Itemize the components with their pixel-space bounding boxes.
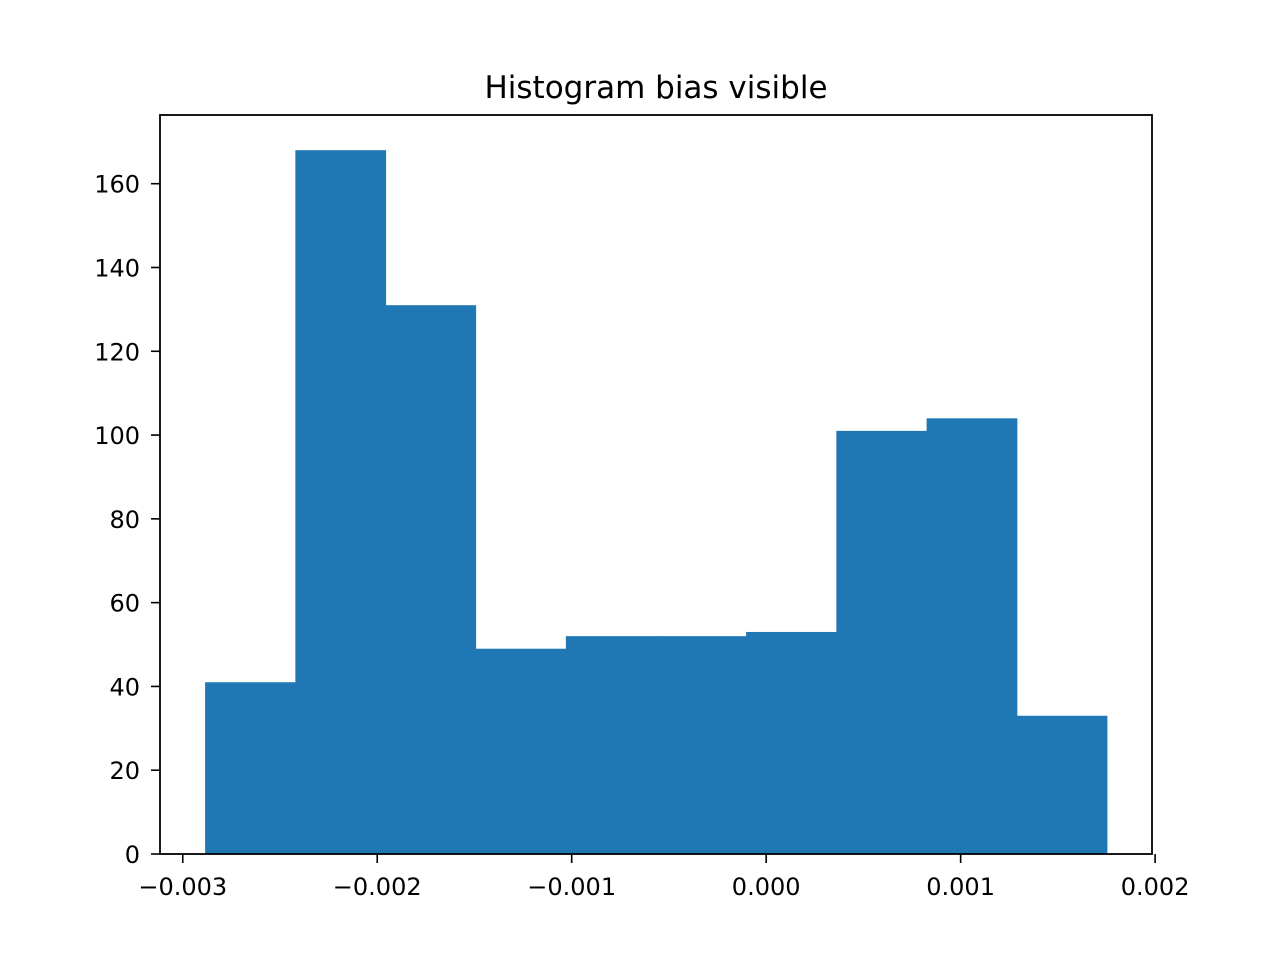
y-tick-label: 80 (109, 506, 140, 534)
y-tick-label: 100 (94, 422, 140, 450)
x-tick-label: 0.001 (926, 873, 995, 901)
y-tick-label: 40 (109, 673, 140, 701)
histogram-bars (205, 150, 1108, 854)
y-tick-label: 60 (109, 590, 140, 618)
histogram-bar (565, 636, 657, 854)
x-tick-label: 0.000 (732, 873, 801, 901)
x-tick-label: 0.002 (1121, 873, 1190, 901)
y-axis-ticks: 0 20 40 60 80 100 120 140 160 (94, 171, 160, 869)
x-tick-label: −0.003 (138, 873, 227, 901)
histogram-bar (656, 636, 747, 854)
histogram-bar (836, 430, 928, 854)
histogram-bar (1016, 715, 1108, 854)
x-axis-ticks: −0.003 −0.002 −0.001 0.000 0.001 0.002 (138, 854, 1189, 901)
histogram-bar (475, 648, 567, 854)
histogram-bar (746, 631, 837, 854)
histogram-bar (205, 682, 296, 854)
y-tick-label: 140 (94, 254, 140, 282)
histogram-bar (385, 305, 477, 854)
histogram-bar (926, 418, 1018, 854)
y-tick-label: 20 (109, 757, 140, 785)
plot-frame (159, 114, 1153, 855)
y-tick-label: 120 (94, 338, 140, 366)
y-tick-label: 0 (125, 841, 140, 869)
chart-title: Histogram bias visible (484, 70, 827, 106)
y-tick-label: 160 (94, 171, 140, 199)
x-tick-label: −0.001 (527, 873, 616, 901)
histogram-bar (295, 150, 387, 854)
x-tick-label: −0.002 (333, 873, 422, 901)
